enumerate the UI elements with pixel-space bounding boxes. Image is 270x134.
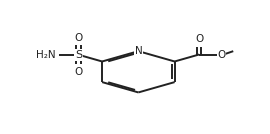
Text: S: S	[75, 50, 82, 60]
Text: H₂N: H₂N	[36, 50, 56, 60]
Text: O: O	[75, 67, 83, 77]
Text: O: O	[217, 50, 226, 59]
Text: O: O	[195, 34, 203, 44]
Text: O: O	[75, 33, 83, 43]
Text: N: N	[134, 46, 142, 56]
